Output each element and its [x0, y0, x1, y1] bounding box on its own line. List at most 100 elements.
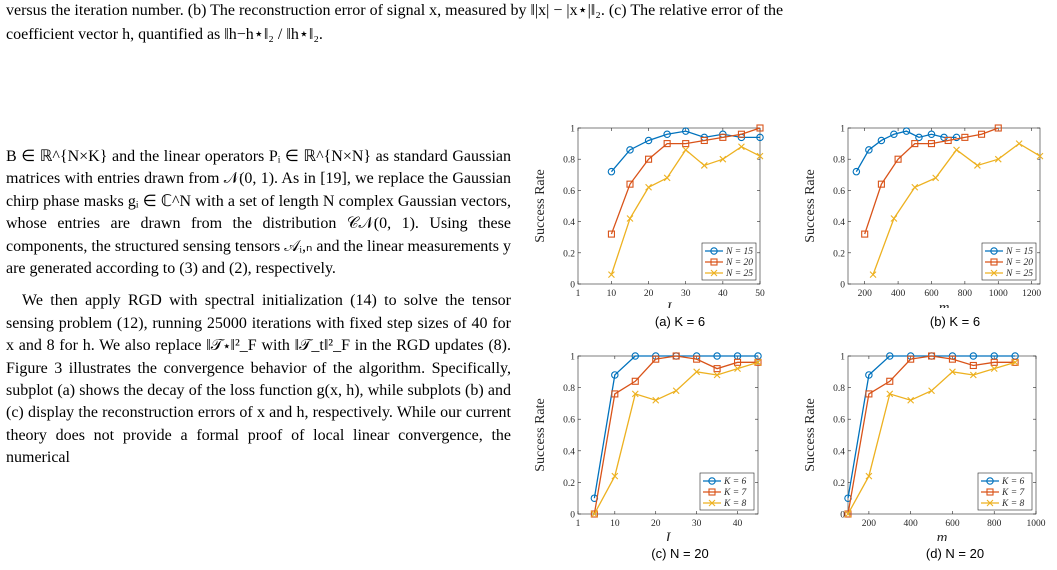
data-point — [886, 390, 894, 398]
figure-caption: versus the iteration number. (b) The rec… — [6, 0, 1051, 46]
subcaption-b: (b) K = 6 — [929, 314, 981, 329]
data-point — [944, 136, 952, 145]
data-point — [969, 352, 978, 360]
data-point — [927, 140, 936, 148]
chart-svg: 0 0.2 0.4 0.6 0.8 1 1 10 20 30 40 50 I Success Rate N … — [533, 124, 765, 316]
y-tick-label: 0.6 — [563, 187, 575, 197]
data-point — [672, 387, 680, 395]
data-point — [663, 130, 671, 138]
data-point — [948, 355, 956, 363]
data-point — [738, 143, 745, 151]
legend-entry: N = 25 — [1005, 269, 1033, 279]
data-point — [852, 167, 861, 176]
x-tick-label: 30 — [692, 519, 702, 529]
legend-entry: K = 7 — [723, 488, 747, 498]
data-point — [907, 355, 915, 363]
data-point — [961, 133, 969, 141]
legend-entry: K = 8 — [723, 499, 746, 509]
data-point — [626, 146, 634, 154]
y-tick-label: 0.4 — [833, 447, 845, 457]
legend-entry: K = 6 — [1001, 477, 1024, 487]
x-tick-label: 50 — [755, 289, 765, 299]
x-tick-label: 600 — [924, 289, 939, 299]
data-point — [713, 371, 721, 379]
x-tick-label: 1200 — [1022, 289, 1041, 299]
legend-marker — [708, 477, 716, 485]
data-point — [631, 390, 639, 398]
data-point — [734, 365, 741, 373]
data-point — [890, 215, 898, 222]
data-point — [1011, 358, 1019, 366]
data-point — [626, 215, 634, 222]
x-tick-label: 600 — [945, 519, 960, 529]
data-point — [681, 127, 690, 135]
legend-marker — [990, 247, 998, 255]
series-line-1 — [610, 130, 760, 173]
data-point — [969, 361, 977, 370]
y-tick-label: 0.2 — [563, 249, 575, 259]
data-point — [611, 390, 619, 398]
data-point — [865, 146, 873, 154]
data-point — [869, 271, 877, 279]
legend-marker — [990, 269, 998, 277]
x-tick-label: 30 — [681, 289, 691, 299]
data-point — [927, 130, 936, 138]
data-point — [994, 124, 1002, 132]
data-point — [700, 136, 708, 145]
y-tick-label: 0.2 — [563, 479, 575, 489]
legend-entry: N = 20 — [725, 258, 753, 268]
plot-frame — [577, 127, 761, 285]
data-point — [886, 352, 894, 360]
data-point — [626, 180, 634, 188]
data-point — [928, 352, 936, 360]
legend-entry: N = 15 — [725, 247, 753, 257]
data-point — [877, 136, 886, 145]
legend-marker — [990, 258, 998, 266]
data-point — [974, 162, 981, 169]
legend-marker — [708, 499, 716, 507]
data-point — [844, 510, 852, 518]
y-tick-label: 0.8 — [563, 384, 575, 394]
data-point — [733, 358, 742, 366]
data-point — [911, 183, 919, 191]
data-point — [911, 140, 919, 148]
data-point — [644, 136, 653, 145]
data-point — [894, 155, 902, 163]
data-point — [1015, 140, 1023, 147]
x-tick-label: 800 — [958, 289, 973, 299]
y-tick-label: 1 — [840, 353, 845, 363]
data-point — [978, 130, 986, 138]
data-point — [952, 133, 961, 142]
data-point — [928, 387, 935, 395]
data-point — [990, 365, 998, 373]
data-point — [754, 358, 762, 366]
data-point — [590, 510, 598, 518]
data-point — [902, 127, 911, 135]
subcaption-c: (c) N = 20 — [651, 546, 709, 561]
x-tick-label: 1 — [576, 289, 581, 299]
data-point — [756, 124, 764, 132]
data-point — [861, 230, 869, 238]
y-tick-label: 1 — [570, 125, 575, 135]
legend-entry: N = 20 — [1005, 258, 1033, 268]
x-axis-label: m — [937, 530, 948, 541]
data-point — [877, 180, 885, 188]
chart-c: 0 0.2 0.4 0.6 0.8 1 1 10 20 30 40 I Success Rate K = … — [530, 346, 770, 546]
x-tick-label: 1 — [576, 519, 581, 529]
data-point — [672, 352, 680, 360]
y-tick-label: 0.2 — [833, 249, 845, 259]
data-point — [631, 377, 639, 385]
data-point — [907, 396, 915, 404]
y-tick-label: 0 — [570, 281, 575, 291]
legend-marker — [986, 499, 994, 507]
caption-line-1: versus the iteration number. (b) The rec… — [6, 2, 784, 19]
data-point — [737, 130, 745, 138]
data-point — [865, 371, 873, 379]
data-point — [953, 146, 960, 154]
data-point — [700, 162, 708, 169]
y-tick-label: 0 — [840, 281, 845, 291]
data-point — [756, 133, 764, 142]
data-point — [990, 358, 998, 366]
x-tick-label: 10 — [610, 519, 620, 529]
